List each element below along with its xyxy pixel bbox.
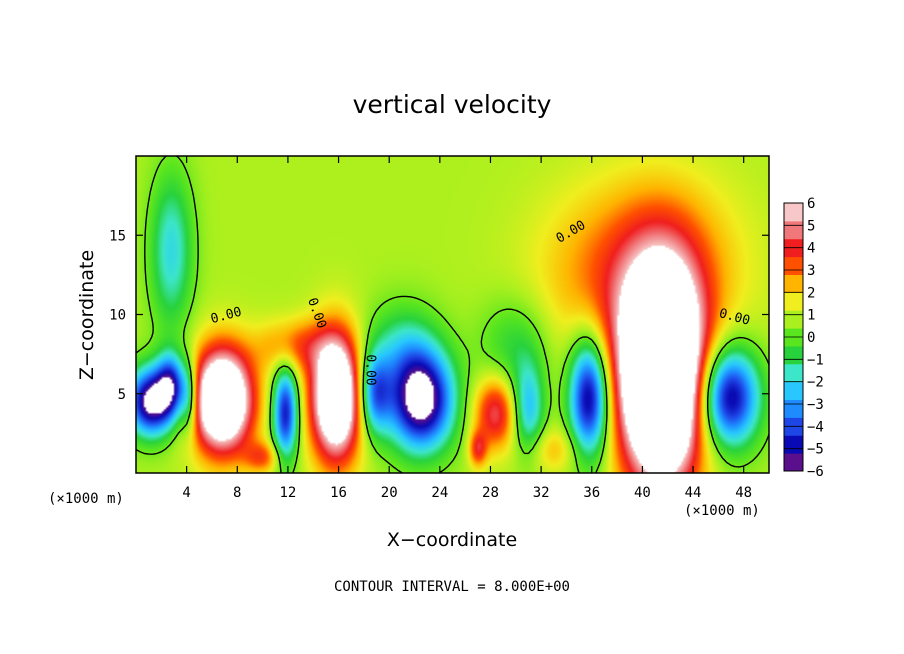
x-scale-note-right: (×1000 m) — [684, 503, 760, 519]
colorbar-swatch — [784, 435, 803, 454]
colorbar-swatch — [784, 256, 803, 275]
colorbar-tick-label: 3 — [807, 263, 815, 279]
colorbar-tick-label: 5 — [807, 218, 815, 234]
x-axis-ticks: 4 8 12 16 20 24 28 32 36 40 44 48 — [182, 156, 752, 501]
x-tick-label: 24 — [431, 485, 448, 501]
colorbar-tick-label: 4 — [807, 241, 815, 257]
colorbar-swatch — [784, 274, 803, 293]
colorbar-tick-label: −2 — [807, 375, 824, 391]
y-tick-label: 5 — [118, 387, 126, 403]
colorbar-swatch — [784, 310, 803, 329]
colorbar-tick-label: −4 — [807, 419, 824, 435]
colorbar-swatch — [784, 399, 803, 418]
x-tick-label: 12 — [279, 485, 296, 501]
colorbar-swatch — [784, 363, 803, 383]
x-tick-label: 40 — [634, 485, 651, 501]
x-tick-label: 36 — [583, 485, 600, 501]
colorbar-swatch — [784, 203, 803, 222]
colorbar-swatch — [784, 220, 803, 240]
colorbar-swatch — [784, 345, 803, 365]
colorbar-tick-label: −6 — [807, 464, 824, 480]
x-tick-label: 48 — [735, 485, 752, 501]
colorbar-tick-label: 2 — [807, 285, 815, 301]
colorbar-swatch — [784, 292, 803, 311]
colorbar-swatch — [784, 453, 803, 472]
y-tick-label: 15 — [109, 228, 126, 244]
x-axis-label: X−coordinate — [387, 529, 517, 551]
x-tick-label: 16 — [330, 485, 347, 501]
y-tick-label: 10 — [109, 308, 126, 324]
colorbar-tick-label: 1 — [807, 308, 815, 324]
colorbar-tick-label: −3 — [807, 397, 824, 413]
y-axis-ticks: 5 10 15 — [109, 228, 769, 403]
heatmap-field — [136, 156, 769, 473]
colorbar-tick-label: −5 — [807, 442, 824, 458]
chart-title: vertical velocity — [353, 90, 552, 119]
x-tick-label: 32 — [533, 485, 550, 501]
colorbar: 6 5 4 3 2 1 0 −1 −2 −3 −4 −5 −6 — [783, 196, 824, 480]
contour-label: 0.00 — [362, 354, 377, 385]
x-tick-label: 20 — [381, 485, 398, 501]
colorbar-tick-label: 6 — [807, 196, 815, 212]
x-tick-label: 44 — [685, 485, 702, 501]
x-tick-label: 4 — [182, 485, 190, 501]
contour-line-zero — [135, 155, 770, 474]
x-tick-label: 28 — [482, 485, 499, 501]
x-tick-label: 8 — [233, 485, 241, 501]
contour-interval-note: CONTOUR INTERVAL = 8.000E+00 — [334, 579, 570, 595]
y-axis-label: Z−coordinate — [76, 250, 98, 380]
colorbar-swatch — [784, 381, 803, 401]
x-scale-note-left: (×1000 m) — [48, 491, 124, 507]
colorbar-tick-label: −1 — [807, 352, 824, 368]
colorbar-tick-label: 0 — [807, 330, 815, 346]
